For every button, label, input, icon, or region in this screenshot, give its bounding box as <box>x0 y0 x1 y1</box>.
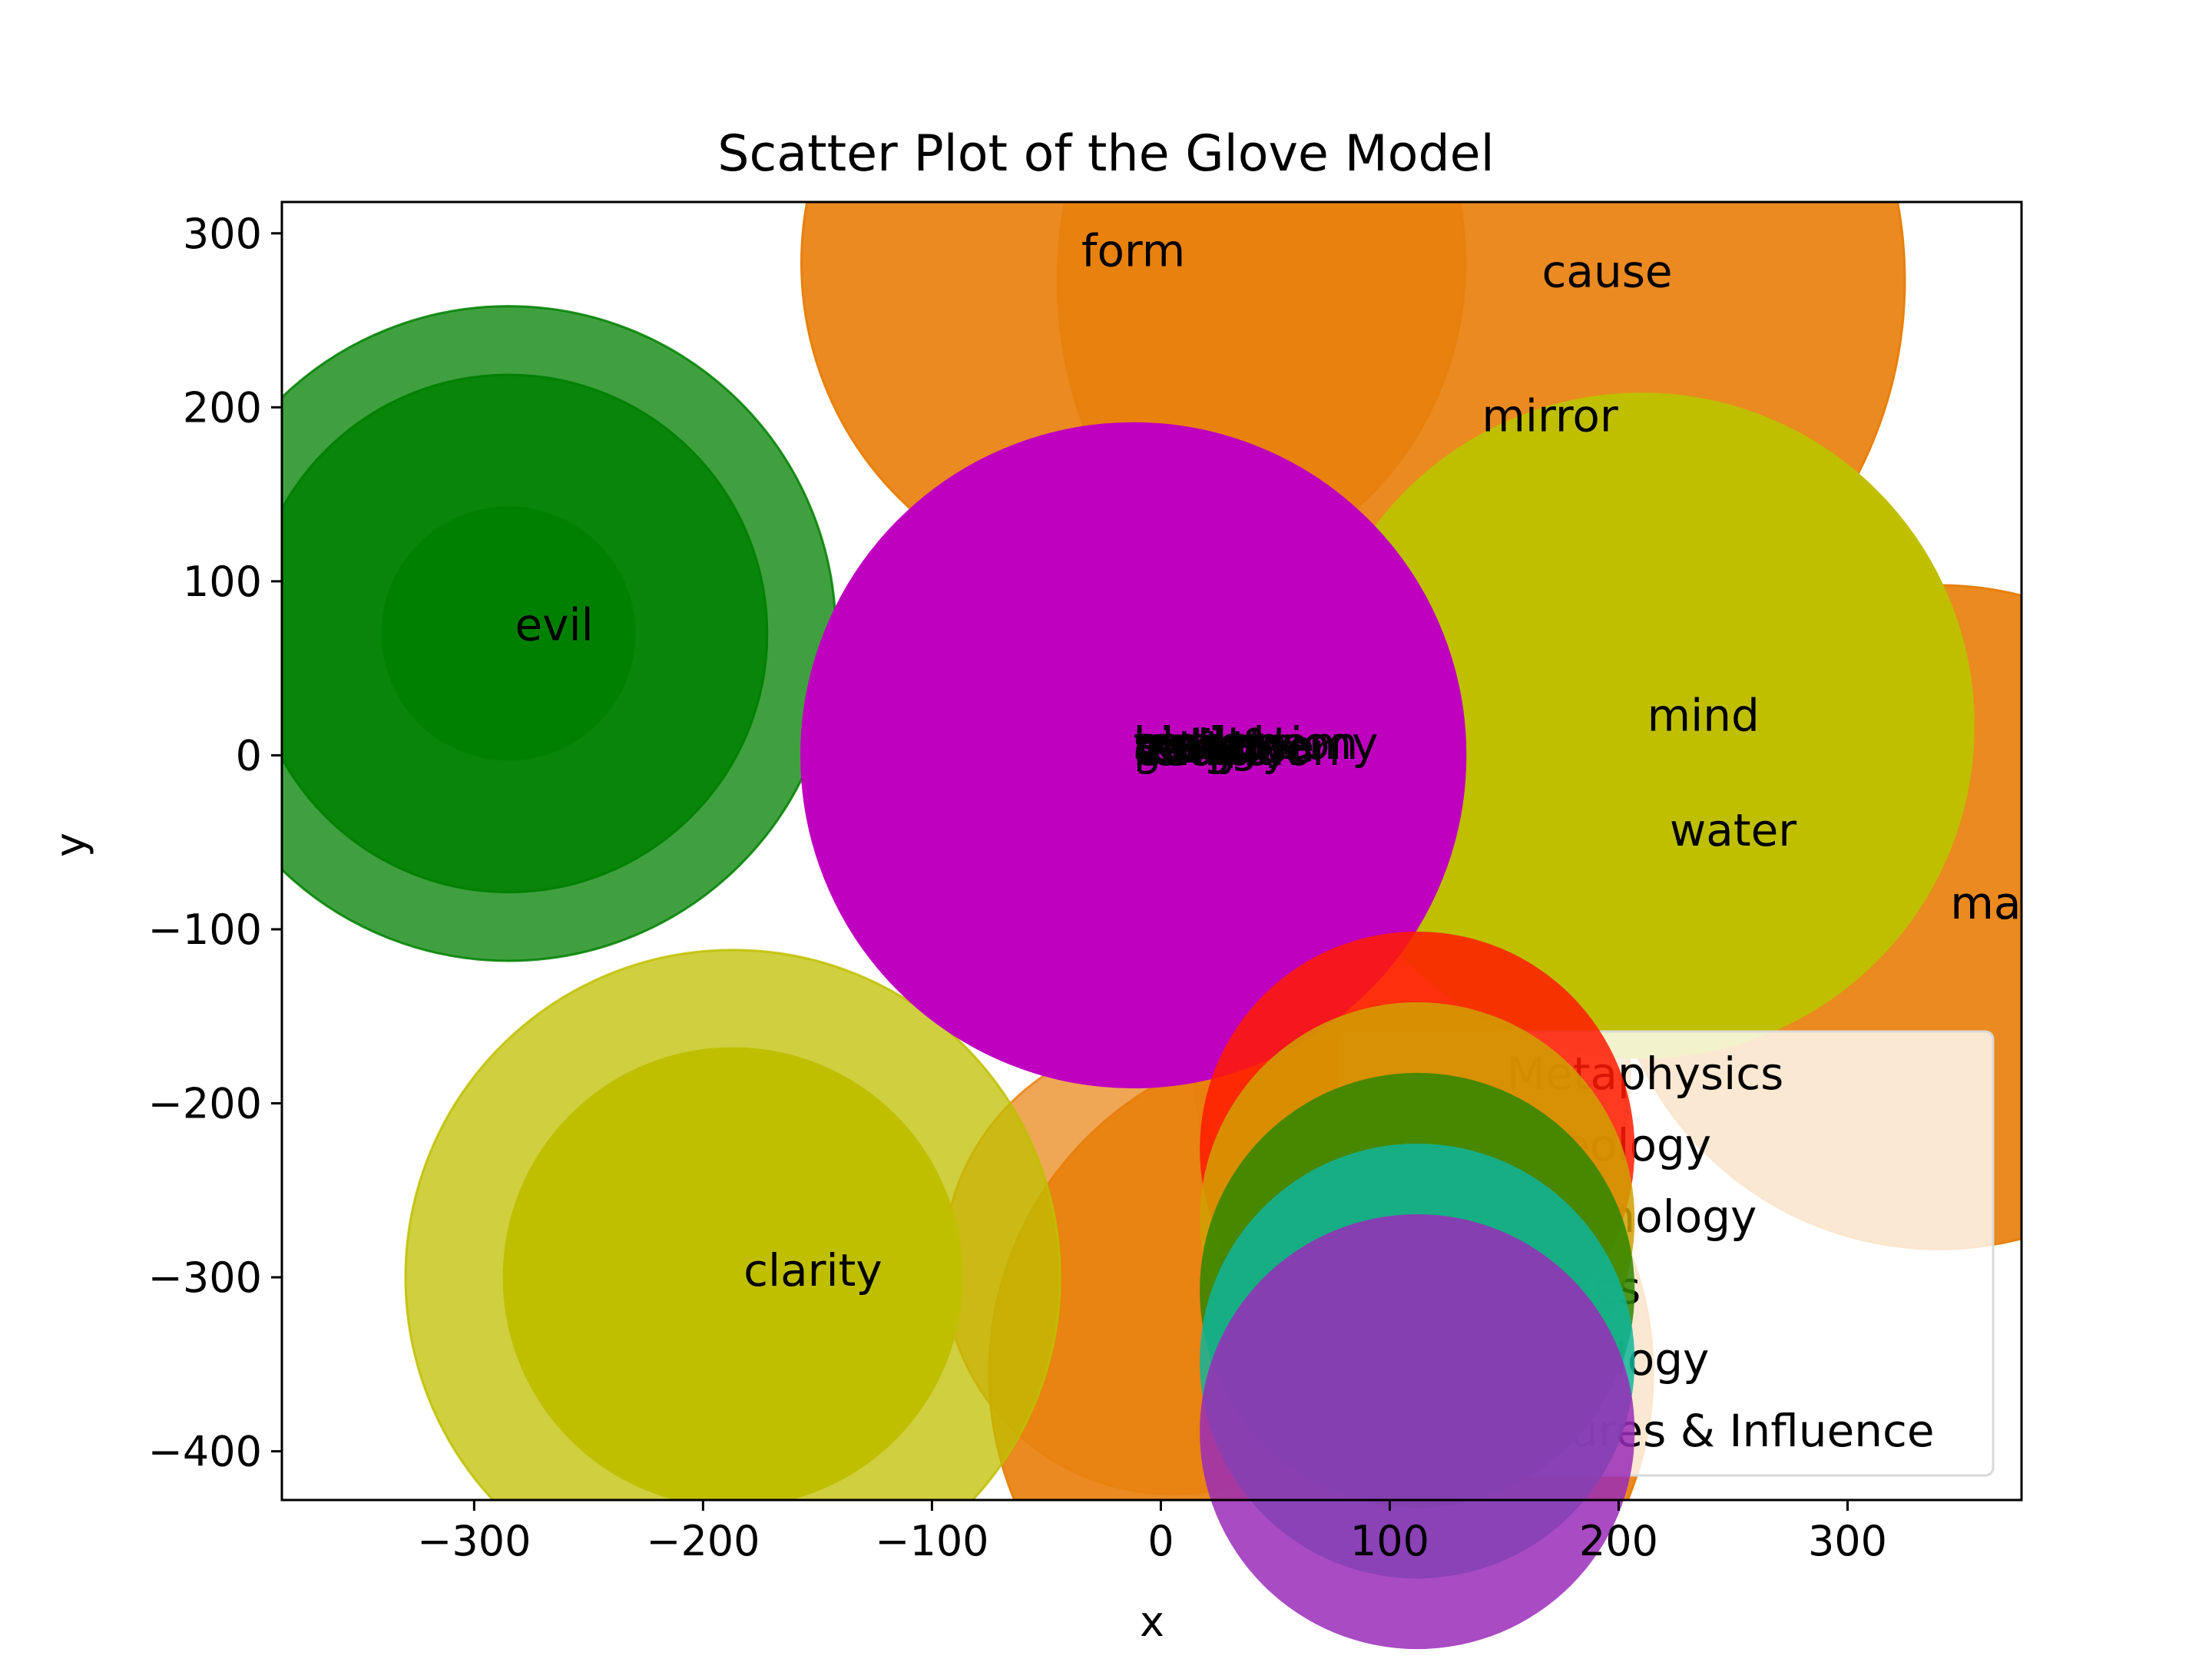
x-tick-label: −200 <box>646 1517 760 1565</box>
point-label: truth <box>1134 717 1243 770</box>
data-point <box>502 1047 963 1500</box>
y-tick-label: 100 <box>183 558 262 606</box>
point-label: reason <box>1134 720 1284 773</box>
x-tick-label: −100 <box>875 1517 988 1565</box>
point-label: form <box>1081 224 1185 276</box>
point-label: evil <box>515 598 594 651</box>
legend-markers <box>1200 931 1635 1650</box>
point-label: being <box>1134 720 1258 773</box>
legend-marker <box>1200 1214 1635 1650</box>
point-label: institution <box>1134 717 1359 770</box>
y-axis-label: y <box>46 833 94 857</box>
x-tick-label: 0 <box>1147 1517 1174 1565</box>
point-label: evolution <box>1134 724 1340 776</box>
point-label: religion <box>1134 724 1300 776</box>
plot-area-frame <box>280 200 2023 1502</box>
y-tick-label: −100 <box>148 906 262 954</box>
point-label: matter <box>1950 877 2101 929</box>
point-label: god <box>1134 724 1217 776</box>
y-tick-label: 300 <box>183 210 262 258</box>
x-axis-label: x <box>1140 1598 1164 1646</box>
data-point <box>800 422 1467 1089</box>
point-label: mirror <box>1482 390 1618 442</box>
point-label: clarity <box>743 1244 882 1296</box>
y-tick-label: 0 <box>236 731 262 780</box>
point-label: blasphemy <box>1134 717 1379 770</box>
point-label: belief <box>1134 720 1258 773</box>
point-label: soul <box>1134 717 1225 770</box>
y-tick-label: −400 <box>148 1428 262 1476</box>
y-tick-label: −200 <box>148 1079 262 1128</box>
x-tick-label: −300 <box>417 1517 531 1565</box>
y-tick-label: −300 <box>148 1253 262 1302</box>
x-tick-label: 300 <box>1808 1517 1887 1565</box>
data-point <box>381 506 636 761</box>
cluster-labels-layer: blasphemybeliefgodsoullovebeautyvirtuere… <box>1134 717 1379 776</box>
y-tick-label: 200 <box>183 383 262 432</box>
point-label: matter <box>1950 877 2101 929</box>
chart-title: Scatter Plot of the Glove Model <box>717 125 1494 183</box>
point-label: virtue <box>1134 717 1263 770</box>
point-label: body <box>1134 724 1243 776</box>
x-tick-label: 200 <box>1579 1517 1658 1565</box>
y-axis-ticks: −400 −300 −200 −100 0 100 200 300 <box>148 210 282 1476</box>
x-axis-ticks: −300 −200 −100 0 100 200 300 <box>417 1500 1887 1565</box>
point-label: beauty <box>1134 724 1289 776</box>
point-label: cause <box>1542 246 1673 298</box>
point-label: love <box>1134 720 1227 773</box>
point-label: purpose <box>1134 720 1315 773</box>
x-tick-label: 100 <box>1350 1517 1429 1565</box>
point-label: society <box>1134 717 1292 770</box>
point-label: mind <box>1647 689 1760 741</box>
point-label: water <box>1670 804 1796 856</box>
